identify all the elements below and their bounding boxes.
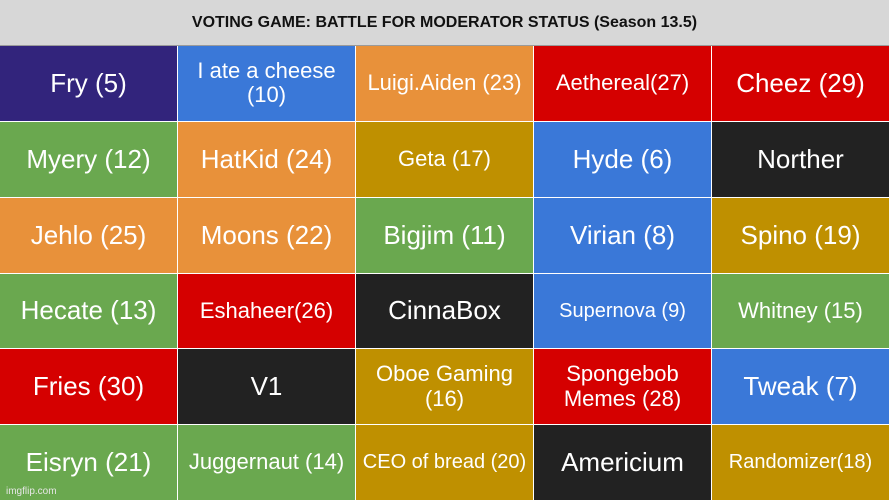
- grid-cell-10: Norther: [712, 121, 889, 197]
- grid-cell-8: Geta (17): [356, 121, 533, 197]
- grid-cell-9: Hyde (6): [534, 121, 711, 197]
- voting-grid: Fry (5) I ate a cheese (10) Luigi.Aiden …: [0, 46, 889, 500]
- grid-cell-13: Bigjim (11): [356, 197, 533, 273]
- grid-cell-12: Moons (22): [178, 197, 355, 273]
- grid-cell-15: Spino (19): [712, 197, 889, 273]
- page-title: VOTING GAME: BATTLE FOR MODERATOR STATUS…: [0, 0, 889, 46]
- grid-cell-4: Aethereal(27): [534, 46, 711, 121]
- grid-cell-19: Supernova (9): [534, 273, 711, 349]
- grid-cell-5: Cheez (29): [712, 46, 889, 121]
- grid-cell-23: Oboe Gaming (16): [356, 349, 533, 425]
- grid-cell-7: HatKid (24): [178, 121, 355, 197]
- grid-cell-27: Juggernaut (14): [178, 425, 355, 500]
- watermark: imgflip.com: [6, 486, 57, 497]
- grid-cell-28: CEO of bread (20): [356, 425, 533, 500]
- grid-cell-25: Tweak (7): [712, 349, 889, 425]
- grid-cell-11: Jehlo (25): [0, 197, 177, 273]
- grid-cell-6: Myery (12): [0, 121, 177, 197]
- grid-cell-1: Fry (5): [0, 46, 177, 121]
- grid-cell-20: Whitney (15): [712, 273, 889, 349]
- grid-cell-30: Randomizer(18): [712, 425, 889, 500]
- grid-cell-21: Fries (30): [0, 349, 177, 425]
- grid-cell-2: I ate a cheese (10): [178, 46, 355, 121]
- grid-cell-18: CinnaBox: [356, 273, 533, 349]
- grid-cell-3: Luigi.Aiden (23): [356, 46, 533, 121]
- grid-cell-29: Americium: [534, 425, 711, 500]
- grid-cell-22: V1: [178, 349, 355, 425]
- grid-cell-16: Hecate (13): [0, 273, 177, 349]
- grid-cell-26: Eisryn (21): [0, 425, 177, 500]
- grid-cell-17: Eshaheer(26): [178, 273, 355, 349]
- grid-cell-24: Spongebob Memes (28): [534, 349, 711, 425]
- grid-cell-14: Virian (8): [534, 197, 711, 273]
